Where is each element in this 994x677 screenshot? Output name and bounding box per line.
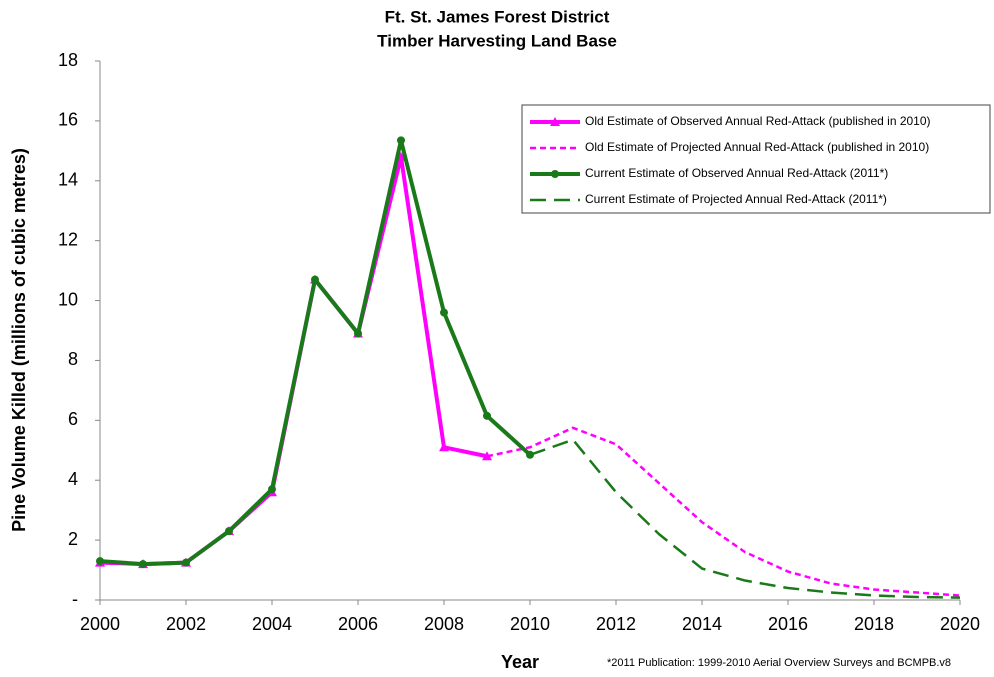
x-tick-label: 2000 (80, 614, 120, 634)
x-tick-label: 2006 (338, 614, 378, 634)
data-point (397, 136, 405, 145)
y-tick-label: 8 (68, 349, 78, 369)
data-point (139, 560, 147, 569)
x-tick-label: 2008 (424, 614, 464, 634)
data-point (483, 411, 491, 420)
y-tick-label: 18 (58, 50, 78, 70)
y-tick-label: 6 (68, 409, 78, 429)
x-tick-label: 2014 (682, 614, 722, 634)
legend-label: Old Estimate of Projected Annual Red-Att… (585, 140, 929, 154)
y-tick-label: 2 (68, 529, 78, 549)
x-tick-label: 2004 (252, 614, 292, 634)
data-point (311, 275, 319, 284)
legend-label: Current Estimate of Observed Annual Red-… (585, 166, 888, 180)
data-point (96, 557, 104, 566)
chart-title: Timber Harvesting Land Base (377, 31, 617, 50)
series-line (99, 154, 488, 567)
x-tick-label: 2012 (596, 614, 636, 634)
data-point (354, 329, 362, 338)
y-tick-label: 14 (58, 170, 78, 190)
y-tick-label: 16 (58, 110, 78, 130)
x-axis-label: Year (501, 652, 539, 672)
x-tick-label: 2020 (940, 614, 980, 634)
data-point (225, 527, 233, 536)
data-point (439, 442, 449, 452)
y-tick-label: 10 (58, 289, 78, 309)
footnote: *2011 Publication: 1999-2010 Aerial Over… (607, 657, 951, 669)
data-point (440, 308, 448, 317)
data-point (182, 558, 190, 567)
chart-title: Ft. St. James Forest District (385, 7, 610, 26)
series-line (99, 138, 532, 567)
series-line (486, 426, 961, 597)
legend-label: Current Estimate of Projected Annual Red… (585, 192, 887, 206)
series-line (529, 438, 961, 599)
y-tick-label: 12 (58, 229, 78, 249)
x-tick-label: 2016 (768, 614, 808, 634)
legend-marker (550, 117, 560, 126)
x-tick-label: 2010 (510, 614, 550, 634)
legend-marker (551, 170, 559, 178)
y-tick-label: 4 (68, 469, 78, 489)
legend-label: Old Estimate of Observed Annual Red-Atta… (585, 114, 931, 128)
x-tick-label: 2018 (854, 614, 894, 634)
data-point (268, 485, 276, 494)
y-tick-label: - (72, 589, 78, 609)
x-tick-label: 2002 (166, 614, 206, 634)
legend-box (521, 104, 991, 214)
y-axis-label: Pine Volume Killed (millions of cubic me… (9, 148, 29, 532)
